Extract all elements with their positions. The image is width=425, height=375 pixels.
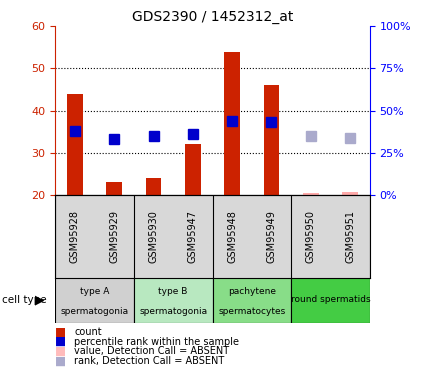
Title: GDS2390 / 1452312_at: GDS2390 / 1452312_at xyxy=(132,10,293,24)
Text: GSM95929: GSM95929 xyxy=(109,210,119,263)
Bar xyxy=(291,278,370,322)
Text: ■: ■ xyxy=(55,335,66,348)
Text: spermatogonia: spermatogonia xyxy=(60,307,129,316)
Text: rank, Detection Call = ABSENT: rank, Detection Call = ABSENT xyxy=(74,356,225,366)
Bar xyxy=(106,182,122,195)
Text: pachytene: pachytene xyxy=(228,287,276,296)
Text: GSM95947: GSM95947 xyxy=(188,210,198,263)
Text: count: count xyxy=(74,327,102,337)
Text: GSM95930: GSM95930 xyxy=(148,210,159,262)
Text: ■: ■ xyxy=(55,345,66,358)
Bar xyxy=(134,278,212,322)
Text: spermatocytes: spermatocytes xyxy=(218,307,286,316)
Bar xyxy=(67,94,83,195)
Bar xyxy=(303,193,319,195)
Bar xyxy=(342,192,358,195)
Bar xyxy=(264,86,279,195)
Text: GSM95950: GSM95950 xyxy=(306,210,316,263)
Text: spermatogonia: spermatogonia xyxy=(139,307,207,316)
Text: ▶: ▶ xyxy=(35,294,45,306)
Text: round spermatids: round spermatids xyxy=(291,296,370,304)
Bar xyxy=(55,278,134,322)
Text: GSM95949: GSM95949 xyxy=(266,210,277,262)
Text: GSM95928: GSM95928 xyxy=(70,210,80,263)
Text: value, Detection Call = ABSENT: value, Detection Call = ABSENT xyxy=(74,346,230,356)
Text: ■: ■ xyxy=(55,355,66,368)
Text: GSM95951: GSM95951 xyxy=(345,210,355,263)
Bar xyxy=(185,144,201,195)
Bar xyxy=(146,178,162,195)
Bar xyxy=(212,278,291,322)
Text: GSM95948: GSM95948 xyxy=(227,210,237,262)
Text: cell type: cell type xyxy=(2,295,47,305)
Bar xyxy=(224,52,240,195)
Text: ■: ■ xyxy=(55,326,66,338)
Text: percentile rank within the sample: percentile rank within the sample xyxy=(74,337,239,346)
Text: type B: type B xyxy=(159,287,188,296)
Text: type A: type A xyxy=(80,287,109,296)
